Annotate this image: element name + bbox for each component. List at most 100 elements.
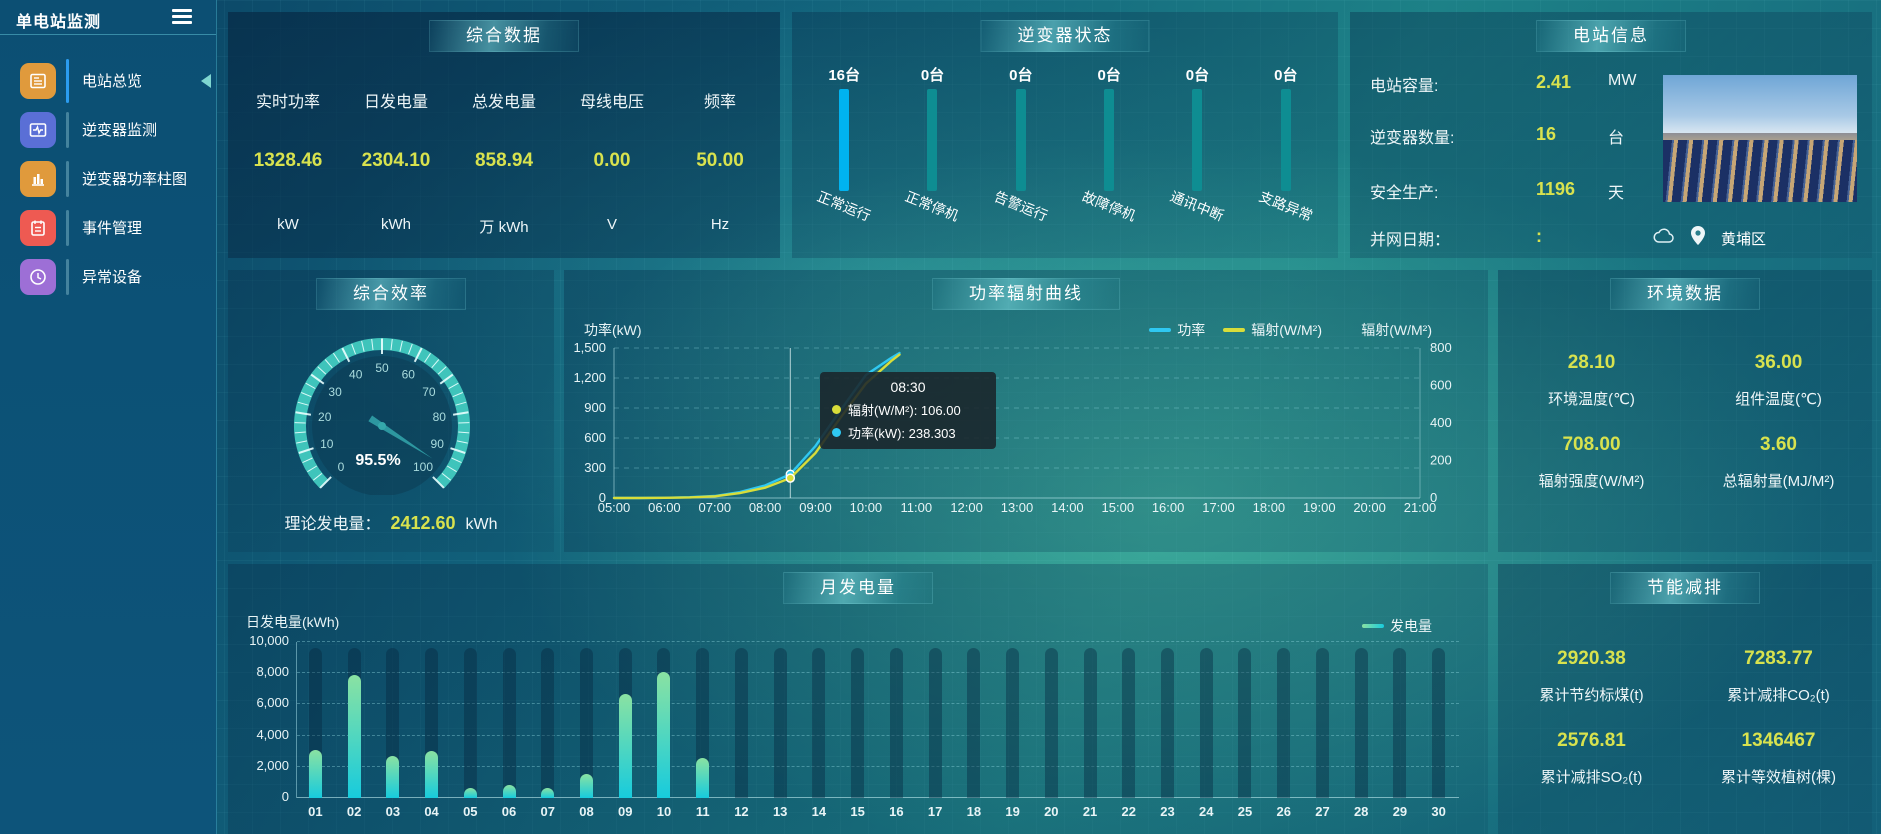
bar-value [386, 755, 400, 798]
station-info-row: 安全生产: 1196 天 [1350, 179, 1872, 203]
environment-metric-label: 组件温度(℃) [1735, 391, 1822, 408]
monthly-ytick-label: 2,000 [256, 757, 289, 773]
monthly-chart-bars[interactable] [296, 642, 1458, 798]
power-radiation-chart[interactable]: 0 300 600 900 1,200 1,500 0 200 400 600 800 05:00 06… [564, 318, 1488, 529]
svg-text:40: 40 [349, 367, 363, 381]
monthly-legend[interactable]: 发电量 [1362, 616, 1432, 636]
monthly-gridline [297, 703, 1459, 705]
station-info-value: 16 [1536, 124, 1557, 144]
energy-metric-value: 7283.77 [1744, 648, 1813, 669]
monthly-xtick-label: 27 [1315, 804, 1330, 819]
inverter-count: 0台 [1009, 67, 1033, 84]
bar-track [580, 648, 593, 798]
bar-day-30 [1419, 642, 1458, 798]
svg-text:200: 200 [1430, 453, 1452, 468]
bar-value [502, 784, 516, 798]
sidebar-item-5[interactable]: 异常设备 [0, 252, 216, 301]
tooltip-series-dot [832, 428, 841, 437]
menu-active-indicator [66, 58, 69, 103]
monthly-xtick-label: 05 [463, 804, 478, 819]
monthly-xtick-label: 13 [772, 804, 788, 819]
bar-day-25 [1226, 642, 1265, 798]
inverter-status-bars[interactable]: 16台 正常运行 0台 正常停机 0台 告警运行 0台 故障停机 0台 通讯中断 0台 支路异常 [792, 12, 1338, 258]
summary-metric-unit: V [606, 216, 617, 233]
legend-item[interactable]: 辐射(W/M²) [1223, 320, 1322, 340]
inverter-count: 0台 [1274, 67, 1298, 84]
summary-metric-value: 0.00 [593, 150, 631, 171]
monthly-ytick-label: 10,000 [249, 633, 289, 648]
collapse-left-icon[interactable] [201, 74, 211, 88]
inverter-status-item: 0台 通讯中断 [1153, 12, 1241, 258]
panel-energy-saving: 节能减排 2920.38 7283.77 累计节约标煤(t) 累计减排CO₂(t) 25… [1498, 564, 1872, 834]
energy-metric-label: 累计节约标煤(t) [1539, 687, 1644, 704]
svg-text:15:00: 15:00 [1102, 500, 1135, 515]
inverter-status-item: 0台 故障停机 [1065, 12, 1153, 258]
svg-text:0: 0 [1430, 490, 1437, 505]
cloud-icon[interactable] [1653, 228, 1675, 249]
legend-item[interactable]: 功率 [1149, 320, 1205, 340]
summary-metric-value: 1328.46 [253, 150, 323, 171]
energy-metric-value: 2576.81 [1557, 730, 1626, 751]
svg-text:05:00: 05:00 [598, 500, 631, 515]
summary-metrics: 实时功率 1328.46 kW 日发电量 2304.10 kWh 总发电量 858.94 万 k… [234, 56, 774, 252]
solar-farm-photo [1663, 75, 1857, 202]
sidebar-item-1[interactable]: 电站总览 [0, 56, 216, 105]
summary-metric-unit: kW [277, 216, 299, 233]
panel-energy-saving-title: 节能减排 [1610, 572, 1760, 604]
monthly-xtick-label: 21 [1082, 804, 1098, 819]
tooltip-time: 08:30 [890, 379, 926, 395]
svg-text:50: 50 [375, 361, 389, 375]
bar-day-21 [1071, 642, 1110, 798]
location-pin-icon[interactable] [1691, 226, 1705, 250]
svg-text:1,500: 1,500 [573, 340, 606, 355]
environment-metric-value: 3.60 [1760, 434, 1797, 455]
summary-metric-label: 日发电量 [363, 94, 428, 111]
monthly-y-axis-label: 日发电量(kWh) [246, 614, 340, 630]
inverter-count: 16台 [828, 67, 860, 84]
svg-text:30: 30 [328, 385, 342, 399]
hamburger-icon[interactable] [172, 9, 192, 25]
bar-day-27 [1303, 642, 1342, 798]
sidebar-menu: 电站总览 逆变器监测 逆变器功率柱图 事件管理 异常设备 [0, 56, 216, 301]
summary-metric-value: 858.94 [474, 150, 534, 171]
bar-value [618, 693, 632, 798]
svg-text:19:00: 19:00 [1303, 500, 1336, 515]
monthly-xtick-label: 12 [734, 804, 749, 819]
bar-day-04 [412, 642, 451, 798]
summary-metric-label: 频率 [703, 94, 736, 111]
svg-text:18:00: 18:00 [1253, 500, 1286, 515]
bar-track [1199, 648, 1213, 798]
monthly-xtick-label: 30 [1431, 804, 1446, 819]
station-info-label: 电站容量: [1370, 78, 1439, 95]
monthly-xtick-label: 29 [1392, 804, 1408, 819]
sidebar-item-3[interactable]: 逆变器功率柱图 [0, 154, 216, 203]
station-info-value: 1196 [1536, 179, 1576, 199]
inverter-status-bar [1015, 89, 1026, 191]
sidebar: 单电站监测 电站总览 逆变器监测 逆变器功率柱图 事件管理 异常设备 [0, 0, 217, 834]
environment-metric-label: 辐射强度(W/M²) [1538, 473, 1645, 490]
bar-day-08 [567, 642, 606, 798]
monthly-xtick-label: 08 [579, 804, 594, 819]
monthly-xtick-label: 15 [850, 804, 865, 819]
summary-metric: 日发电量 2304.10 kWh [342, 56, 450, 252]
inverter-status-bar [1104, 89, 1115, 191]
monthly-xtick-label: 09 [618, 804, 633, 819]
sidebar-item-4[interactable]: 事件管理 [0, 203, 216, 252]
bar-track [889, 648, 903, 798]
tooltip-row: 辐射(W/M²): 106.00 [832, 400, 984, 419]
panel-power-radiation-title: 功率辐射曲线 [932, 278, 1120, 310]
svg-text:100: 100 [413, 460, 433, 474]
svg-text:800: 800 [1430, 340, 1452, 355]
bar-track [851, 648, 865, 798]
bar-track [1161, 648, 1175, 798]
legend-label: 辐射(W/M²) [1251, 322, 1322, 338]
station-location-row: 黄埔区 [1350, 226, 1872, 250]
menu-active-indicator [66, 160, 69, 197]
efficiency-gauge[interactable]: 0 10 20 30 40 50 60 70 80 90 100 95.5% [252, 290, 522, 500]
svg-text:1,200: 1,200 [573, 370, 606, 385]
monthly-ytick-label: 8,000 [256, 664, 289, 680]
sidebar-item-2[interactable]: 逆变器监测 [0, 105, 216, 154]
panel-station-title: 电站信息 [1536, 20, 1686, 52]
environment-metric-value: 708.00 [1562, 434, 1621, 455]
energy-metric-label: 累计等效植树(棵) [1721, 769, 1836, 786]
